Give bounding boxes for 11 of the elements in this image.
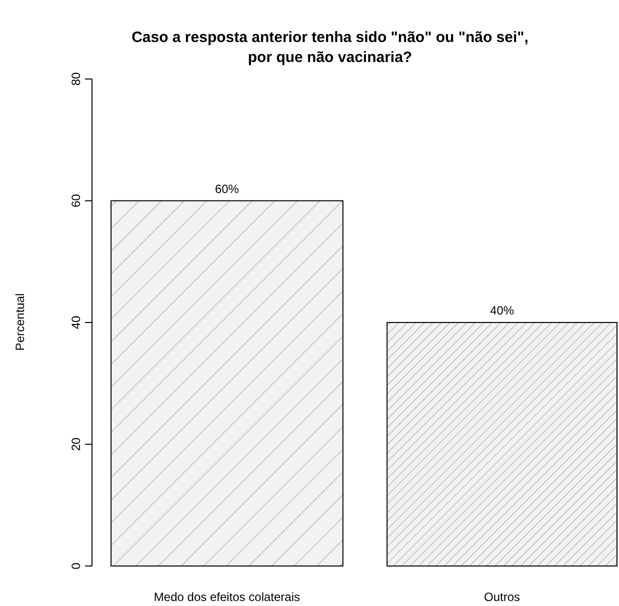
x-tick-label: Outros: [484, 590, 520, 604]
x-tick-label: Medo dos efeitos colaterais: [154, 590, 300, 604]
chart-title: Caso a resposta anterior tenha sido "não" ou "não sei", por que não vacinaria?: [132, 29, 528, 66]
y-tick-label: 40: [69, 316, 83, 330]
y-tick-label: 20: [69, 437, 83, 451]
data-label: 40%: [490, 304, 514, 318]
y-tick-label: 0: [69, 562, 83, 570]
y-axis-title: Percentual: [13, 293, 27, 351]
y-tick-label: 80: [69, 72, 83, 86]
data-label: 60%: [214, 182, 240, 196]
y-tick-label: 60: [69, 194, 83, 208]
